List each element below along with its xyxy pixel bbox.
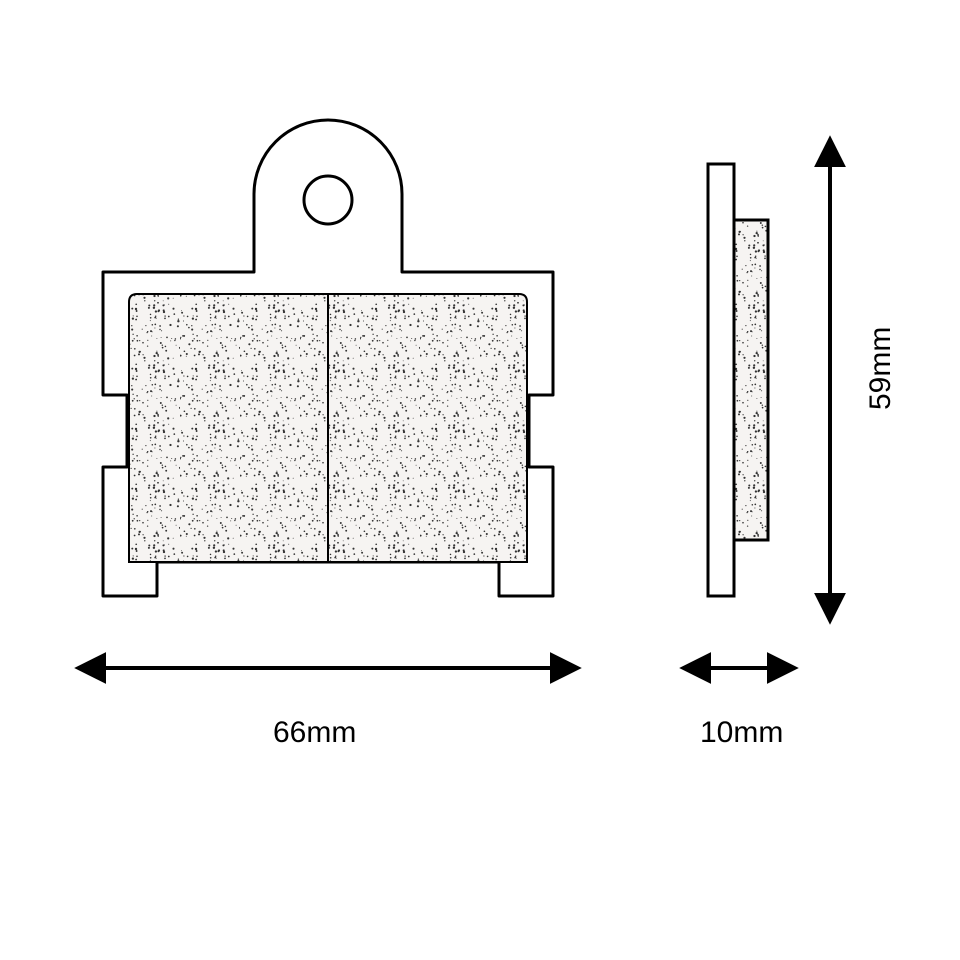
width-label: 66mm bbox=[273, 716, 356, 750]
diagram-canvas: 66mm 10mm 59mm bbox=[0, 0, 960, 960]
diagram-svg bbox=[0, 0, 960, 960]
thickness-label: 10mm bbox=[700, 716, 783, 750]
height-label: 59mm bbox=[864, 327, 898, 410]
